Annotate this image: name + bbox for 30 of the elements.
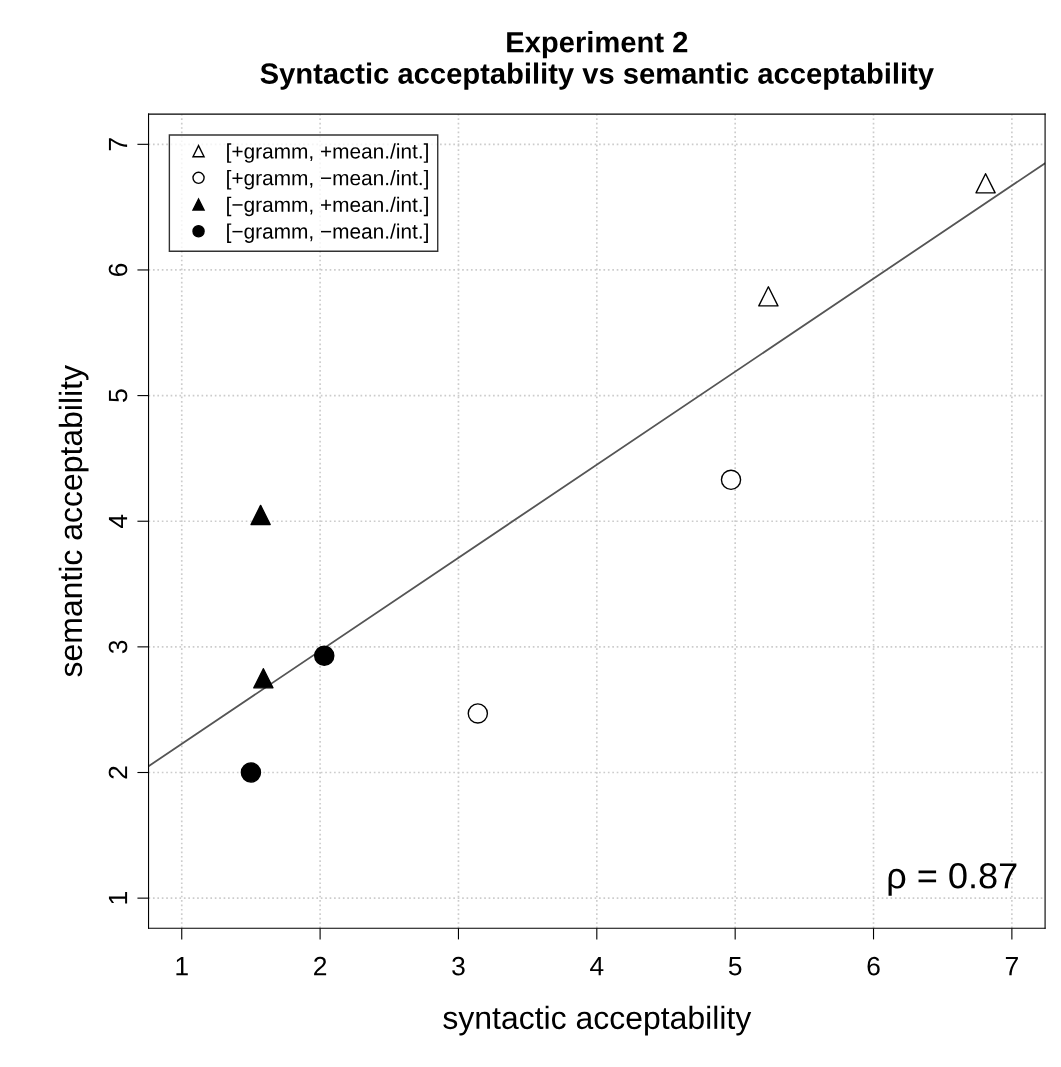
x-tick-label: 5: [728, 957, 742, 976]
x-tick-label: 7: [1005, 957, 1018, 976]
legend-label: [+gramm, +mean./int.]: [227, 143, 428, 163]
y-tick-label: 5: [108, 389, 128, 402]
y-tick-label: 6: [108, 263, 128, 276]
point: [720, 469, 742, 491]
y-tick-label: 2: [108, 766, 128, 779]
x-tick-label: 1: [176, 957, 188, 976]
x-tick-label: 3: [452, 956, 465, 976]
x-tick-label: 2: [314, 956, 327, 976]
legend-label: [−gramm, −mean./int.]: [227, 223, 428, 243]
y-tick-label: 3: [108, 640, 128, 654]
point: [253, 668, 274, 689]
y-tick-label: 7: [108, 138, 128, 151]
x-tick-label: 6: [867, 956, 880, 976]
point: [250, 504, 271, 526]
y-tick-label: 1: [108, 892, 128, 904]
y-tick-label: 4: [108, 514, 128, 528]
legend-label: [+gramm, −mean./int.]: [227, 170, 428, 190]
legend-label: [−gramm, +mean./int.]: [227, 196, 428, 217]
point: [240, 762, 262, 783]
point: [467, 703, 489, 724]
annotation: ρ = 0.87: [888, 863, 1017, 896]
chart-title: Experiment 2 Syntactic acceptability vs semantic acceptability: [260, 31, 934, 90]
x-tick-label: 4: [590, 957, 604, 976]
x-axis-title: syntactic acceptability: [443, 1005, 752, 1036]
point: [758, 286, 779, 307]
y-axis-title: semantic acceptability: [58, 365, 89, 677]
point: [975, 173, 996, 194]
point: [313, 645, 335, 666]
